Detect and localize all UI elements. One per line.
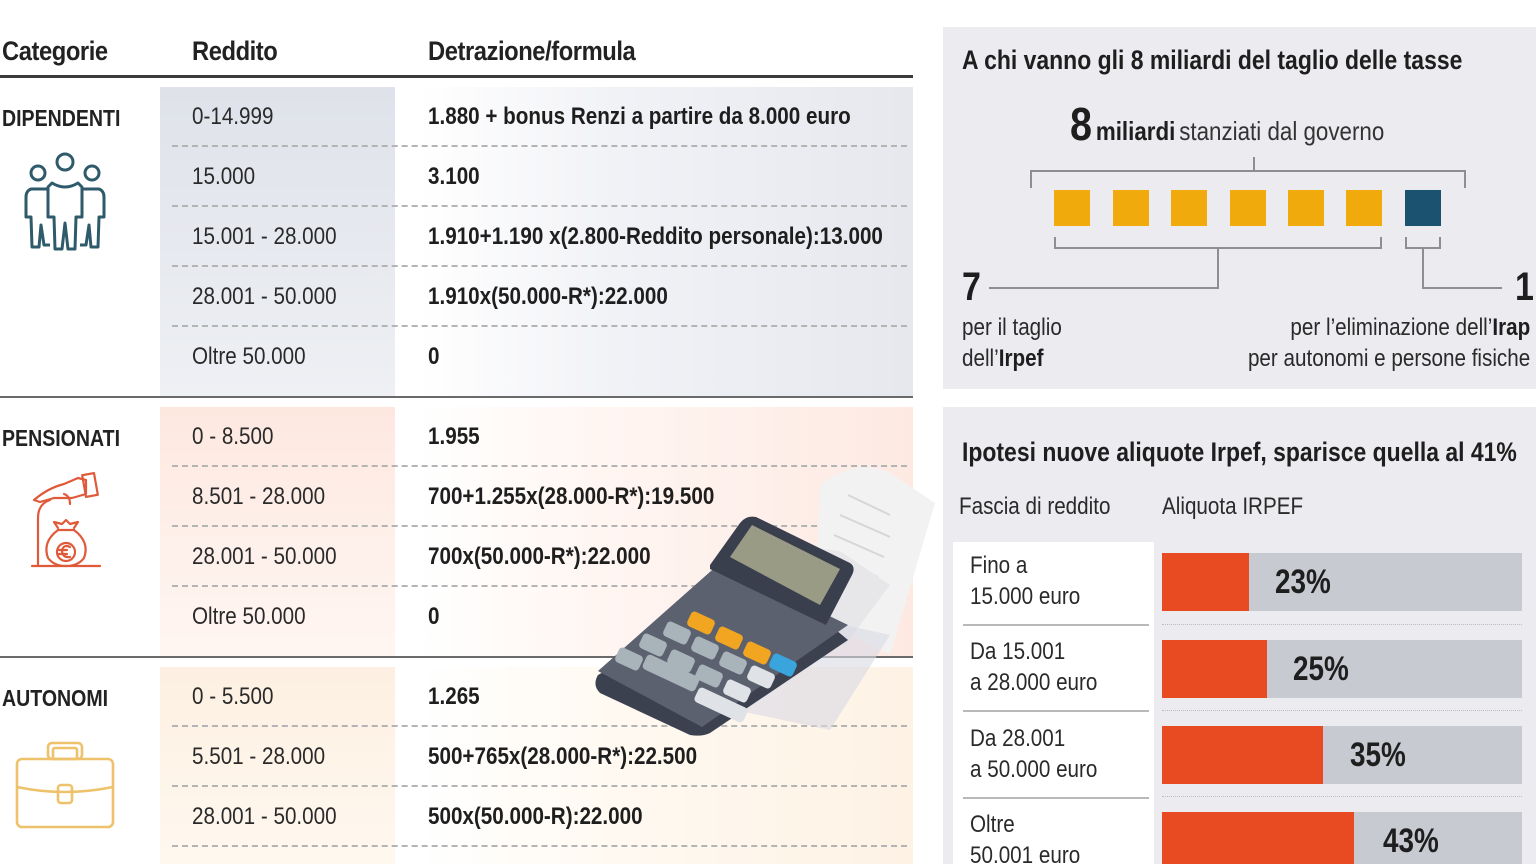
irpef-square bbox=[1171, 190, 1207, 226]
table-row: 15.001 - 28.000 1.910+1.190 x(2.800-Redd… bbox=[0, 207, 915, 267]
header-category: Categorie bbox=[2, 36, 108, 66]
deductions-table: Categorie Reddito Detrazione/formula DIP… bbox=[0, 36, 935, 864]
rate-bar: 25% bbox=[1162, 640, 1522, 698]
table-row: 0 - 8.500 1.955 bbox=[0, 407, 915, 467]
header-formula: Detrazione/formula bbox=[428, 36, 636, 66]
irpef-square bbox=[1288, 190, 1324, 226]
irpef-rates-panel: Ipotesi nuove aliquote Irpef, sparisce q… bbox=[943, 407, 1536, 864]
rate-bar: 35% bbox=[1162, 726, 1522, 784]
table-row: 5.501 - 28.000 500+765x(28.000-R*):22.50… bbox=[0, 727, 915, 787]
section-dipendenti: DIPENDENTI 0-14.999 1.880 + bonus Renzi … bbox=[0, 87, 915, 397]
rate-bar-fill bbox=[1162, 640, 1267, 698]
irpef-amount: 7 bbox=[962, 265, 981, 309]
calculator-illustration-icon bbox=[595, 467, 935, 736]
section-divider bbox=[0, 656, 913, 658]
rate-value: 23% bbox=[1275, 563, 1331, 601]
income-bracket-labels: Fino a 15.000 euro Da 15.001 a 28.000 eu… bbox=[953, 542, 1154, 864]
table-row: Oltre 50.000 0 bbox=[192, 603, 440, 630]
category-label: PENSIONATI bbox=[2, 425, 121, 451]
rate-bar-fill bbox=[1162, 812, 1354, 864]
bracket-label: Da 15.001 a 28.000 euro bbox=[970, 638, 1098, 696]
bracket-label: Oltre 50.001 euro bbox=[970, 811, 1081, 864]
rate-bar: 43% bbox=[1162, 812, 1522, 864]
header-divider bbox=[0, 75, 913, 78]
allocation-total: 8 miliardi stanziati dal governo bbox=[1070, 98, 1385, 150]
income-band bbox=[160, 667, 395, 864]
rate-bar-fill bbox=[1162, 553, 1249, 611]
allocation-title: A chi vanno gli 8 miliardi del taglio de… bbox=[962, 45, 1463, 75]
table-row: 8.501 - 28.000 700+1.255x(28.000-R*):19.… bbox=[0, 467, 915, 527]
irap-amount: 1 bbox=[1515, 265, 1534, 309]
rate-value: 35% bbox=[1350, 736, 1406, 774]
irpef-square bbox=[1054, 190, 1090, 226]
table-row: Oltre 50.000 0 bbox=[192, 343, 440, 370]
rate-value: 43% bbox=[1383, 822, 1439, 860]
table-row: 28.001 - 50.000 500x(50.000-R):22.000 bbox=[0, 787, 915, 847]
table-row: 15.000 3.100 bbox=[0, 147, 915, 207]
category-label: DIPENDENTI bbox=[2, 105, 121, 131]
column-irpef-rate: Aliquota IRPEF bbox=[1162, 493, 1304, 520]
briefcase-icon bbox=[15, 741, 115, 829]
bracket-label: Da 28.001 a 50.000 euro bbox=[970, 725, 1098, 783]
income-band bbox=[160, 87, 395, 397]
irap-caption: per l’eliminazione dell’Irap per autonom… bbox=[1247, 314, 1530, 372]
irpef-square bbox=[1113, 190, 1149, 226]
allocation-panel: A chi vanno gli 8 miliardi del taglio de… bbox=[943, 27, 1536, 389]
column-income-bracket: Fascia di reddito bbox=[959, 493, 1111, 520]
people-group-icon bbox=[24, 152, 106, 251]
header-income: Reddito bbox=[192, 36, 278, 66]
formula-band bbox=[418, 87, 913, 397]
irpef-title: Ipotesi nuove aliquote Irpef, sparisce q… bbox=[962, 437, 1517, 467]
rate-value: 25% bbox=[1293, 650, 1349, 688]
income-band bbox=[160, 407, 395, 657]
irpef-square bbox=[1230, 190, 1266, 226]
category-label: AUTONOMI bbox=[2, 685, 109, 711]
irpef-caption: per il taglio dell’Irpef bbox=[962, 314, 1062, 372]
table-row: 0-14.999 1.880 + bonus Renzi a partire d… bbox=[0, 87, 915, 147]
hand-money-bag-euro-icon bbox=[30, 472, 102, 568]
table-row: 28.001 - 50.000 700x(50.000-R*):22.000 bbox=[0, 527, 915, 587]
table-row: 0 - 5.500 1.265 bbox=[0, 667, 915, 727]
section-divider bbox=[0, 396, 913, 398]
bracket-label: Fino a 15.000 euro bbox=[970, 552, 1081, 610]
rate-bar: 23% bbox=[1162, 553, 1522, 611]
irpef-square bbox=[1346, 190, 1382, 226]
rate-bar-fill bbox=[1162, 726, 1323, 784]
table-row: 28.001 - 50.000 1.910x(50.000-R*):22.000 bbox=[0, 267, 915, 327]
irap-square bbox=[1405, 190, 1441, 226]
